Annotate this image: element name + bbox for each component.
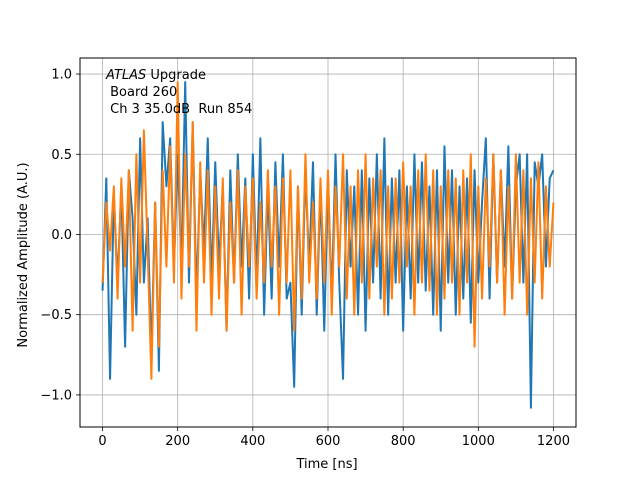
annotation-atlas: ATLAS <box>105 68 146 83</box>
y-tick-label: −1.0 <box>40 388 72 403</box>
x-tick-label: 800 <box>391 434 416 449</box>
x-tick-label: 200 <box>165 434 190 449</box>
y-axis-label: Normalized Amplitude (A.U.) <box>16 162 31 347</box>
annotation-upgrade: Upgrade <box>146 68 206 83</box>
x-tick-label: 0 <box>98 434 106 449</box>
x-tick-label: 1000 <box>462 434 495 449</box>
y-tick-label: 0.5 <box>51 148 72 163</box>
y-tick-label: 0.0 <box>51 228 72 243</box>
annotation-channel-run: Ch 3 35.0dB Run 854 <box>106 102 252 117</box>
annotation: ATLAS Upgrade Board 260 Ch 3 35.0dB Run … <box>105 68 252 117</box>
x-tick-label: 400 <box>240 434 265 449</box>
series-line-orange <box>101 81 555 380</box>
svg-text:ATLAS Upgrade: ATLAS Upgrade <box>105 68 206 83</box>
y-axis-ticks: −1.0 −0.5 0.0 0.5 1.0 <box>40 68 80 403</box>
y-tick-label: −0.5 <box>40 308 72 323</box>
series-lines <box>101 81 555 409</box>
x-axis-label: Time [ns] <box>295 457 357 472</box>
y-tick-label: 1.0 <box>51 68 72 83</box>
x-tick-label: 600 <box>316 434 341 449</box>
x-tick-label: 1200 <box>537 434 570 449</box>
x-axis-ticks: 0 200 400 600 800 1000 1200 <box>98 427 570 449</box>
annotation-board: Board 260 <box>106 85 177 100</box>
